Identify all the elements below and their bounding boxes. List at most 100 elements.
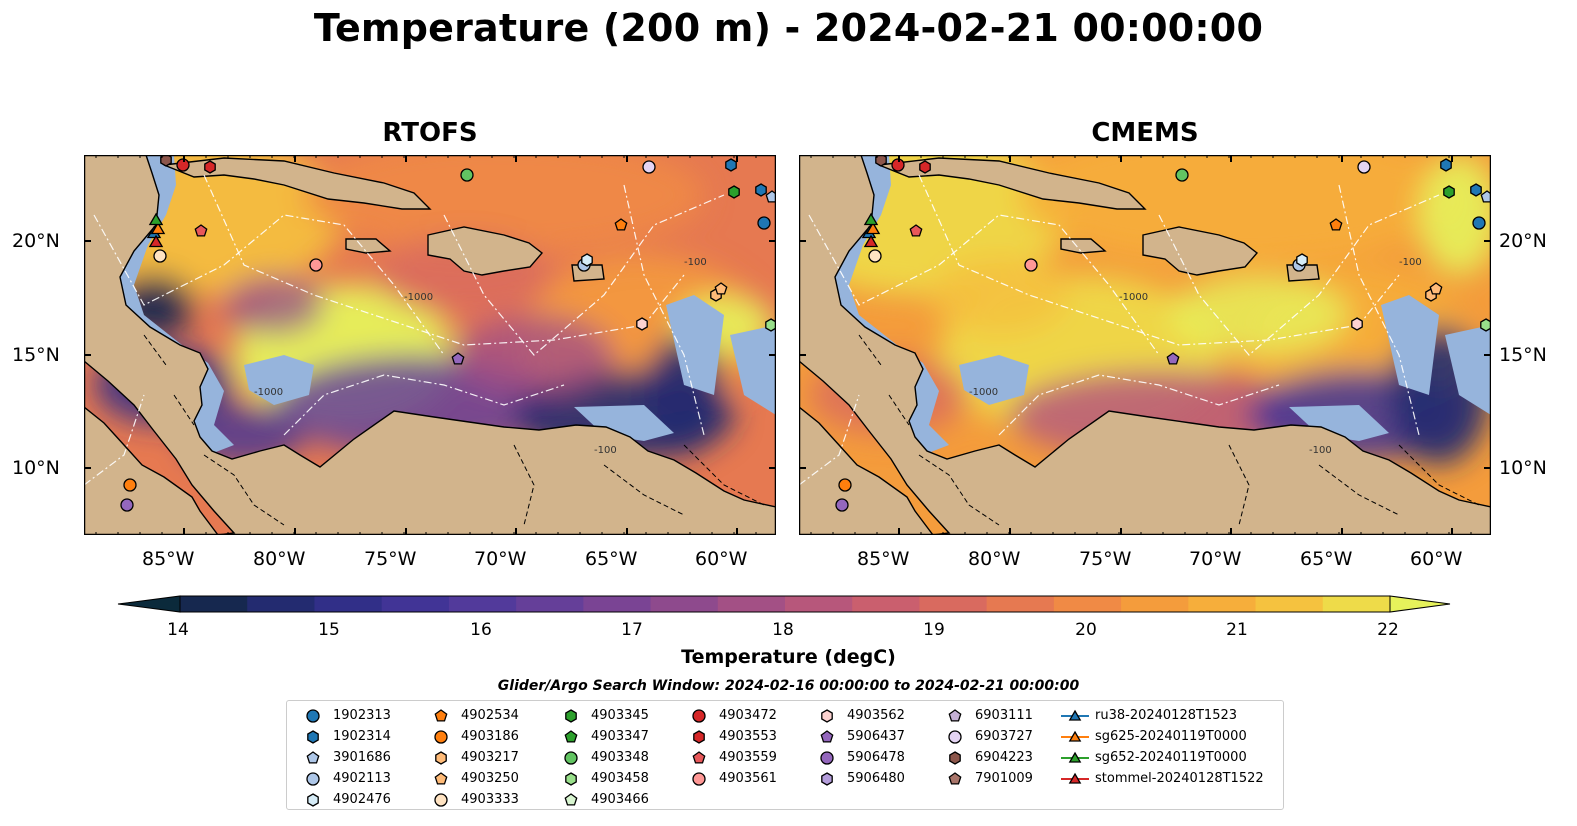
float-marker-stommel-20240128T1522: [863, 234, 879, 248]
colorbar-bin: [1053, 596, 1122, 612]
eez-boundary: [203, 174, 685, 346]
colorbar-bin: [180, 596, 248, 612]
legend-marker: [820, 751, 834, 765]
legend-marker-icon: [948, 730, 962, 744]
legend-label: 4903217: [461, 750, 519, 765]
colorbar-bin: [785, 596, 853, 612]
lon-label-80w-rtofs: 80°W: [253, 548, 306, 570]
legend-marker-icon: [821, 772, 833, 786]
country-border: [603, 464, 685, 516]
eez-boundary: [799, 394, 860, 486]
legend-label: 4902534: [461, 708, 519, 723]
map-panel-cmems[interactable]: -1000 -100 -1000 -100: [799, 155, 1491, 535]
temperature-map-rtofs: -1000 -100 -1000 -100: [84, 155, 776, 535]
legend-label: 5906480: [847, 771, 905, 786]
legend-marker: [948, 709, 962, 722]
country-border: [143, 334, 167, 366]
eez-boundary: [1158, 194, 1440, 356]
legend-marker: [1068, 751, 1082, 763]
contour-label: -1000: [1119, 292, 1148, 303]
colorbar-bin: [852, 596, 921, 612]
legend-marker-icon: [306, 709, 320, 723]
country-border: [1398, 444, 1480, 506]
float-marker-sg652-20240119T0000: [148, 212, 164, 226]
lon-label-80w-cmems: 80°W: [968, 548, 1021, 570]
legend-marker-icon: [565, 772, 577, 786]
legend-label: sg625-20240119T0000: [1095, 729, 1247, 744]
float-marker-4902534: [614, 218, 628, 231]
lon-label-75w-rtofs: 75°W: [364, 548, 417, 570]
legend-marker-icon: [564, 751, 578, 765]
legend-label: 4903472: [719, 708, 777, 723]
map-panel-rtofs[interactable]: -1000 -100 -1000 -100: [84, 155, 776, 535]
eez-boundary: [808, 214, 1160, 356]
legend-label: 4903348: [591, 750, 649, 765]
legend-marker-icon: [692, 751, 706, 764]
legend-label: 6903111: [975, 708, 1033, 723]
float-marker-5906478: [120, 498, 134, 512]
contour-label: -1000: [969, 387, 998, 398]
temperature-anomaly-field: [84, 155, 774, 465]
contour-label: -100: [1399, 257, 1422, 268]
legend-label: 6903727: [975, 729, 1033, 744]
eez-boundary: [998, 374, 1280, 436]
map-frame: [84, 155, 776, 535]
legend-label: 1902313: [333, 708, 391, 723]
colorbar-bin: [986, 596, 1055, 612]
land-mass: [799, 155, 1491, 535]
colorbar-bin: [516, 596, 584, 612]
lon-label-75w-cmems: 75°W: [1079, 548, 1132, 570]
legend-marker-icon: [948, 772, 962, 785]
float-marker-4903333: [153, 249, 167, 263]
legend-label: ru38-20240128T1523: [1095, 708, 1238, 723]
colorbar-bin: [381, 596, 450, 612]
colorbar-bin: [247, 596, 316, 612]
legend-marker-icon: [821, 709, 833, 723]
legend-label: 4903333: [461, 792, 519, 807]
legend-marker: [564, 751, 578, 765]
country-border: [918, 454, 1000, 526]
float-marker-1902314: [1440, 158, 1452, 172]
contour-label: -100: [1309, 445, 1332, 456]
colorbar-tick-22: 22: [1377, 620, 1399, 640]
colorbar-bin: [650, 596, 719, 612]
float-marker-4903561: [1024, 258, 1038, 272]
legend-marker-icon: [434, 709, 448, 722]
colorbar-outline: [179, 595, 1391, 613]
float-marker-4903562: [1351, 317, 1363, 331]
legend-marker: [306, 709, 320, 723]
legend-marker-icon: [1061, 709, 1089, 721]
float-marker-sg652-20240119T0000: [863, 212, 879, 226]
legend-marker-icon: [434, 793, 448, 807]
legend-marker: [306, 772, 320, 786]
float-marker-1902313: [757, 216, 771, 230]
eez-boundary: [918, 174, 1400, 346]
colorbar-bin: [314, 596, 383, 612]
float-marker-4903348: [1175, 168, 1189, 182]
legend-label: 5906437: [847, 729, 905, 744]
land-mass: [163, 157, 432, 210]
float-marker-5906478: [835, 498, 849, 512]
country-border: [683, 444, 765, 506]
shallow-shelf: [574, 405, 674, 441]
eez-boundary: [84, 394, 145, 486]
legend-label: 4903561: [719, 771, 777, 786]
colorbar-bin: [1121, 596, 1189, 612]
shallow-shelf: [1381, 295, 1439, 395]
colorbar-bin: [1255, 596, 1324, 612]
float-marker-4903186: [838, 478, 852, 492]
legend-label: stommel-20240128T1522: [1095, 771, 1264, 786]
float-marker-4903553: [919, 160, 931, 174]
legend-label: 7901009: [975, 771, 1033, 786]
float-marker-stommel-20240128T1522: [148, 234, 164, 248]
shallow-shelf: [730, 325, 776, 415]
legend-marker: [821, 709, 833, 723]
lon-label-65w-cmems: 65°W: [1300, 548, 1353, 570]
legend-marker: [1068, 709, 1082, 721]
lon-label-60w-rtofs: 60°W: [695, 548, 748, 570]
lat-label-20n-right: 20°N: [1499, 230, 1547, 252]
legend-marker: [307, 730, 319, 744]
float-marker-4903348: [460, 168, 474, 182]
legend-marker: [306, 751, 320, 764]
legend-marker-icon: [307, 730, 319, 744]
